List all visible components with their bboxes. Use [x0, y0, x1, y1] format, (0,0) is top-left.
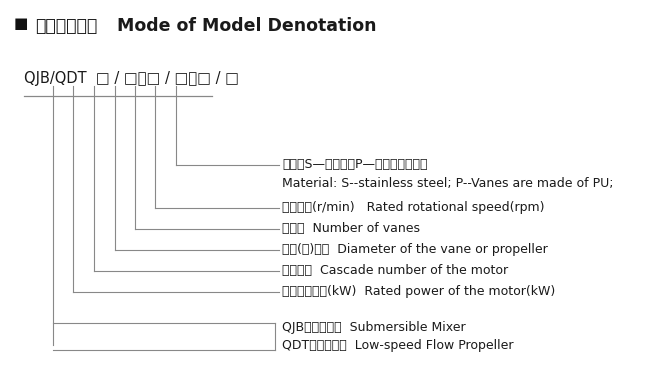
Text: 叶轮(浆)直径  Diameter of the vane or propeller: 叶轮(浆)直径 Diameter of the vane or propelle…	[282, 243, 548, 256]
Text: 叶片数  Number of vanes: 叶片数 Number of vanes	[282, 222, 420, 235]
Text: QDT低速推流器  Low-speed Flow Propeller: QDT低速推流器 Low-speed Flow Propeller	[282, 339, 514, 352]
Text: QJB/QDT  □ / □－□ / □－□ / □: QJB/QDT □ / □－□ / □－□ / □	[24, 71, 240, 86]
Text: 额定转速(r/min)   Rated rotational speed(rpm): 额定转速(r/min) Rated rotational speed(rpm)	[282, 201, 545, 214]
Text: Material: S--stainless steel; P--Vanes are made of PU;: Material: S--stainless steel; P--Vanes a…	[282, 177, 614, 190]
Text: QJB潜水搨拌机  Submersible Mixer: QJB潜水搨拌机 Submersible Mixer	[282, 321, 466, 334]
Text: ■: ■	[14, 16, 28, 31]
Text: 电机级数  Cascade number of the motor: 电机级数 Cascade number of the motor	[282, 264, 508, 277]
Text: 型号表示方式: 型号表示方式	[35, 17, 97, 35]
Text: 电机额定功率(kW)  Rated power of the motor(kW): 电机额定功率(kW) Rated power of the motor(kW)	[282, 285, 556, 298]
Text: Mode of Model Denotation: Mode of Model Denotation	[106, 17, 377, 35]
Text: 材质；S—不锈锤；P—叶浆为聚胺脂；: 材质；S—不锈锤；P—叶浆为聚胺脂；	[282, 158, 428, 171]
